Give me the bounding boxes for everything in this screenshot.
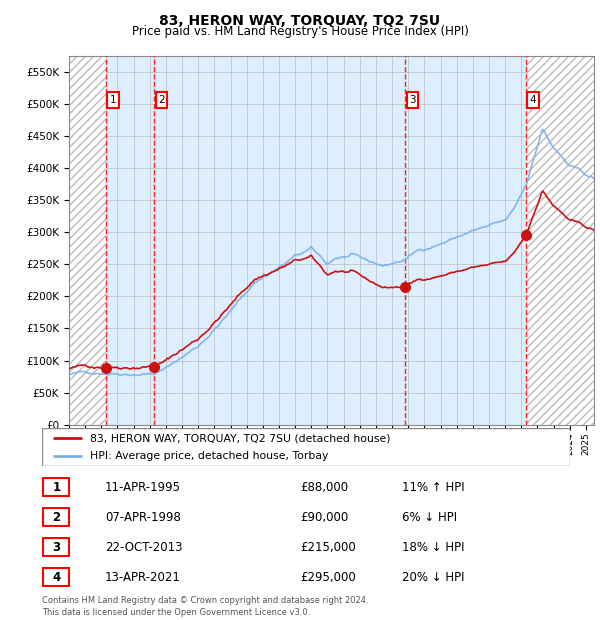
FancyBboxPatch shape [43, 568, 70, 586]
Text: 20% ↓ HPI: 20% ↓ HPI [402, 570, 464, 583]
Text: 2: 2 [52, 511, 61, 524]
Text: £88,000: £88,000 [300, 481, 348, 494]
Text: 3: 3 [409, 95, 416, 105]
FancyBboxPatch shape [43, 538, 70, 556]
Text: 1: 1 [110, 95, 116, 105]
FancyBboxPatch shape [43, 479, 70, 497]
Text: 2: 2 [158, 95, 165, 105]
Text: 18% ↓ HPI: 18% ↓ HPI [402, 541, 464, 554]
FancyBboxPatch shape [42, 428, 570, 466]
Text: HPI: Average price, detached house, Torbay: HPI: Average price, detached house, Torb… [89, 451, 328, 461]
Text: Price paid vs. HM Land Registry's House Price Index (HPI): Price paid vs. HM Land Registry's House … [131, 25, 469, 38]
Text: 07-APR-1998: 07-APR-1998 [105, 511, 181, 524]
Text: 13-APR-2021: 13-APR-2021 [105, 570, 181, 583]
Text: 83, HERON WAY, TORQUAY, TQ2 7SU: 83, HERON WAY, TORQUAY, TQ2 7SU [160, 14, 440, 28]
Text: Contains HM Land Registry data © Crown copyright and database right 2024.
This d: Contains HM Land Registry data © Crown c… [42, 596, 368, 618]
Text: £295,000: £295,000 [300, 570, 356, 583]
Text: 1: 1 [52, 481, 61, 494]
Text: 22-OCT-2013: 22-OCT-2013 [105, 541, 182, 554]
Text: 11% ↑ HPI: 11% ↑ HPI [402, 481, 464, 494]
Bar [526, 56, 594, 425]
FancyBboxPatch shape [43, 508, 70, 526]
Text: 4: 4 [52, 570, 61, 583]
Text: 11-APR-1995: 11-APR-1995 [105, 481, 181, 494]
Text: 6% ↓ HPI: 6% ↓ HPI [402, 511, 457, 524]
Bar [69, 56, 106, 425]
Text: £215,000: £215,000 [300, 541, 356, 554]
Text: 83, HERON WAY, TORQUAY, TQ2 7SU (detached house): 83, HERON WAY, TORQUAY, TQ2 7SU (detache… [89, 433, 390, 443]
Text: £90,000: £90,000 [300, 511, 348, 524]
Text: 3: 3 [52, 541, 61, 554]
Text: 4: 4 [530, 95, 536, 105]
